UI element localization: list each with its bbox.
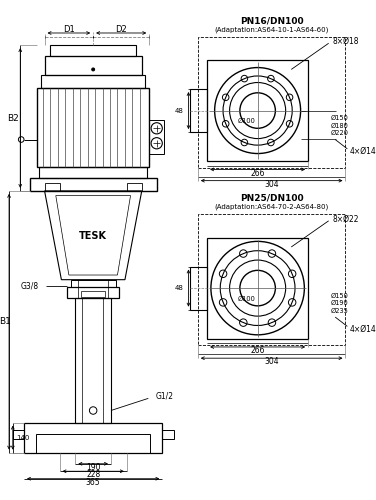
Bar [37, 88, 149, 166]
Bar [50, 45, 136, 56]
Text: Ø190: Ø190 [331, 300, 348, 306]
Bar [36, 434, 150, 452]
Text: 4×Ø14: 4×Ø14 [349, 147, 376, 156]
Bar [30, 178, 157, 191]
Text: 48: 48 [175, 108, 184, 114]
Text: 4×Ø14: 4×Ø14 [349, 324, 376, 334]
Text: Ø180: Ø180 [331, 122, 349, 128]
Bar [127, 184, 142, 191]
Bar [190, 89, 207, 132]
Text: PN16/DN100: PN16/DN100 [240, 16, 303, 26]
Bar [198, 214, 346, 345]
Text: D1: D1 [63, 25, 75, 34]
Bar [13, 430, 24, 440]
Text: D2: D2 [115, 25, 127, 34]
Text: Ø220: Ø220 [331, 130, 349, 136]
Text: Ø100: Ø100 [238, 118, 255, 124]
Text: 8×Ø18: 8×Ø18 [332, 37, 359, 46]
Bar [41, 75, 146, 88]
Bar [198, 36, 346, 168]
Bar [45, 184, 59, 191]
Bar [207, 60, 308, 161]
Text: TESK: TESK [79, 231, 107, 241]
Text: 365: 365 [86, 478, 100, 487]
Text: Ø150: Ø150 [331, 115, 349, 121]
Text: 266: 266 [250, 346, 265, 355]
Text: 228: 228 [86, 470, 100, 480]
Text: 8×Ø22: 8×Ø22 [332, 214, 359, 224]
Text: G3/8: G3/8 [21, 282, 39, 290]
Text: B1: B1 [0, 317, 11, 326]
Text: PN25/DN100: PN25/DN100 [240, 194, 303, 203]
Bar [76, 298, 111, 422]
Bar [81, 291, 105, 296]
Text: 48: 48 [175, 285, 184, 291]
Text: B2: B2 [7, 114, 19, 122]
Polygon shape [45, 191, 142, 280]
Text: Ø235: Ø235 [331, 308, 349, 314]
Text: (Adaptation:AS64-10-1-AS64-60): (Adaptation:AS64-10-1-AS64-60) [214, 26, 329, 32]
Text: (Adaptation:AS64-70-2-AS64-80): (Adaptation:AS64-70-2-AS64-80) [215, 204, 329, 210]
Text: 190: 190 [86, 463, 100, 472]
Circle shape [92, 68, 95, 71]
Bar [39, 166, 147, 178]
Text: Ø100: Ø100 [238, 296, 255, 302]
Bar [24, 422, 162, 452]
Bar [162, 430, 174, 440]
Bar [190, 266, 207, 310]
Bar [71, 280, 115, 287]
Text: Ø150: Ø150 [331, 292, 349, 298]
Bar [149, 120, 164, 154]
Text: 140: 140 [17, 434, 30, 440]
Text: 304: 304 [264, 358, 279, 366]
Text: 304: 304 [264, 180, 279, 189]
Bar [67, 287, 119, 298]
Bar [45, 56, 142, 75]
Bar [207, 238, 308, 338]
Text: 266: 266 [250, 168, 265, 177]
Text: G1/2: G1/2 [156, 392, 174, 401]
